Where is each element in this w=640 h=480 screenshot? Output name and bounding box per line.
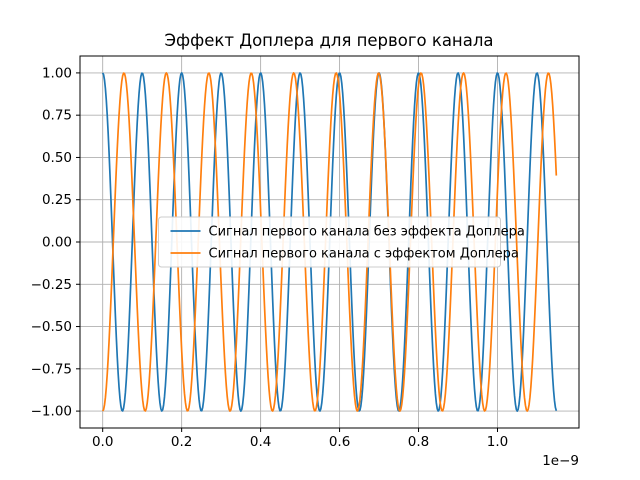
- x-tick-label: 0.6: [329, 434, 350, 450]
- x-tick-label: 0.4: [250, 434, 271, 450]
- y-tick-label: 1.00: [42, 65, 72, 81]
- legend-label-1: Сигнал первого канала с эффектом Доплера: [209, 247, 519, 262]
- legend-box: [158, 216, 501, 268]
- x-tick-label: 0.8: [408, 434, 429, 450]
- y-tick-label: −0.50: [31, 319, 72, 335]
- x-axis-offset-label: 1e−9: [542, 453, 579, 469]
- y-tick-label: −0.75: [31, 361, 72, 377]
- y-tick-label: 0.25: [42, 192, 72, 208]
- y-tick-label: 0.75: [42, 108, 72, 124]
- y-tick-label: 0.00: [42, 235, 72, 251]
- axis-ticks: 0.0 0.2 0.4 0.6 0.8 1.0 −1.00 −0.75 −0.50 −0.25 0.…: [31, 65, 509, 450]
- series-line-1: [101, 72, 558, 412]
- y-tick-label: −0.25: [31, 277, 72, 293]
- x-tick-label: 0.0: [92, 434, 113, 450]
- x-tick-label: 1.0: [487, 434, 508, 450]
- legend: Сигнал первого канала без эффекта Доплер…: [158, 216, 525, 268]
- y-tick-label: 0.50: [42, 150, 72, 166]
- y-tick-label: −1.00: [31, 404, 72, 420]
- legend-label-0: Сигнал первого канала без эффекта Доплер…: [209, 225, 525, 240]
- chart-title: Эффект Доплера для первого канала: [164, 31, 493, 50]
- x-tick-label: 0.2: [171, 434, 192, 450]
